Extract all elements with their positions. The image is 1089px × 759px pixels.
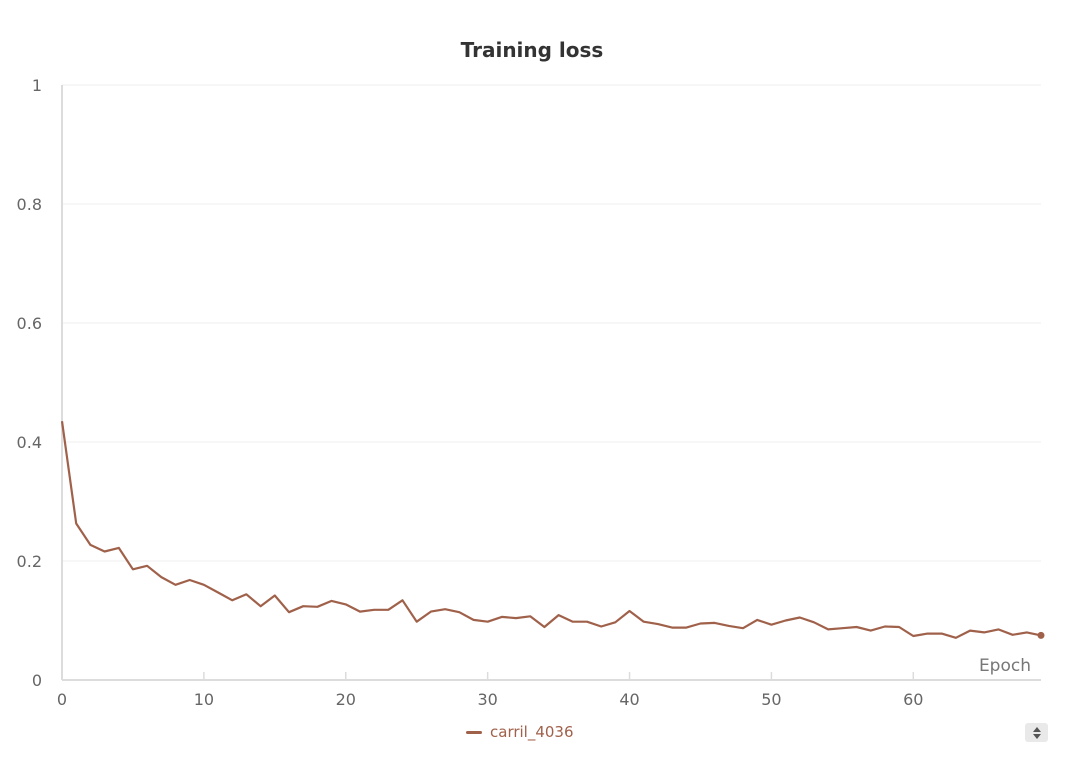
y-tick-label: 0.4 — [17, 433, 42, 452]
y-tick-label: 1 — [32, 76, 42, 95]
series-line — [60, 421, 1042, 639]
x-tick-label: 20 — [336, 690, 356, 709]
y-tick-label: 0 — [32, 671, 42, 690]
x-tick-label: 0 — [57, 690, 67, 709]
x-tick-label: 10 — [194, 690, 214, 709]
y-tick-label: 0.2 — [17, 552, 42, 571]
y-tick-labels: 0 0.2 0.4 0.6 0.8 1 — [17, 76, 42, 690]
legend-scroll-toggle[interactable] — [1025, 723, 1048, 742]
legend-item-label[interactable]: carril_4036 — [490, 723, 574, 741]
x-axis-label: Epoch — [979, 656, 1031, 676]
legend-swatch — [466, 730, 482, 734]
y-tick-label: 0.6 — [17, 314, 42, 333]
grid-lines — [62, 84, 1041, 562]
x-tick-label: 60 — [903, 690, 923, 709]
series-end-point — [1037, 631, 1045, 639]
x-tick-label: 30 — [477, 690, 497, 709]
chevron-up-icon — [1032, 726, 1041, 732]
y-tick-label: 0.8 — [17, 195, 42, 214]
series-layer — [60, 421, 1045, 639]
x-tick-labels: 0 10 20 30 40 50 60 — [57, 690, 924, 709]
chevron-down-icon — [1032, 733, 1041, 739]
x-tick-label: 50 — [761, 690, 781, 709]
axes — [61, 85, 1041, 681]
chart-title: Training loss — [461, 38, 604, 62]
x-tick-label: 40 — [619, 690, 639, 709]
legend: carril_4036 — [466, 721, 574, 743]
